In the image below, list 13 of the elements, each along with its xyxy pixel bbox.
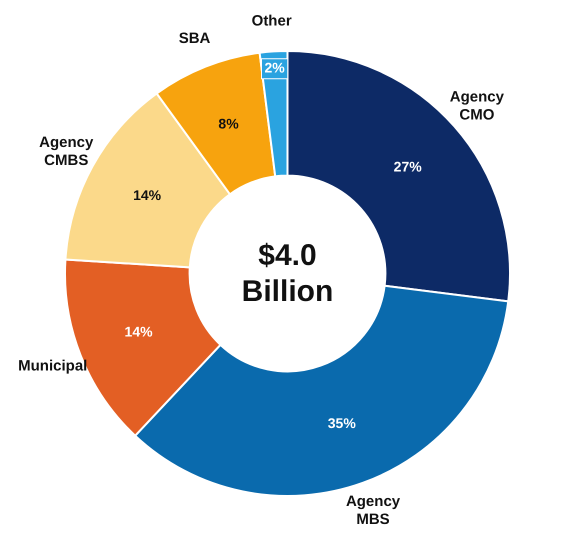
slice-label: Municipal xyxy=(18,358,88,375)
data-label: 8% xyxy=(218,115,240,132)
data-label: 14% xyxy=(133,187,162,204)
slice-label: Other xyxy=(252,12,292,30)
slice-label: Agency CMO xyxy=(450,88,505,124)
data-label: 27% xyxy=(394,158,422,174)
data-label: 14% xyxy=(124,323,154,340)
slice-label: SBA xyxy=(178,30,211,47)
slice-label: Agency MBS xyxy=(346,493,401,528)
data-label: 2% xyxy=(264,60,286,76)
data-label: 35% xyxy=(328,415,356,432)
text: $4.0 Billion xyxy=(240,238,334,310)
slice-label: Agency CMBS xyxy=(39,134,94,169)
